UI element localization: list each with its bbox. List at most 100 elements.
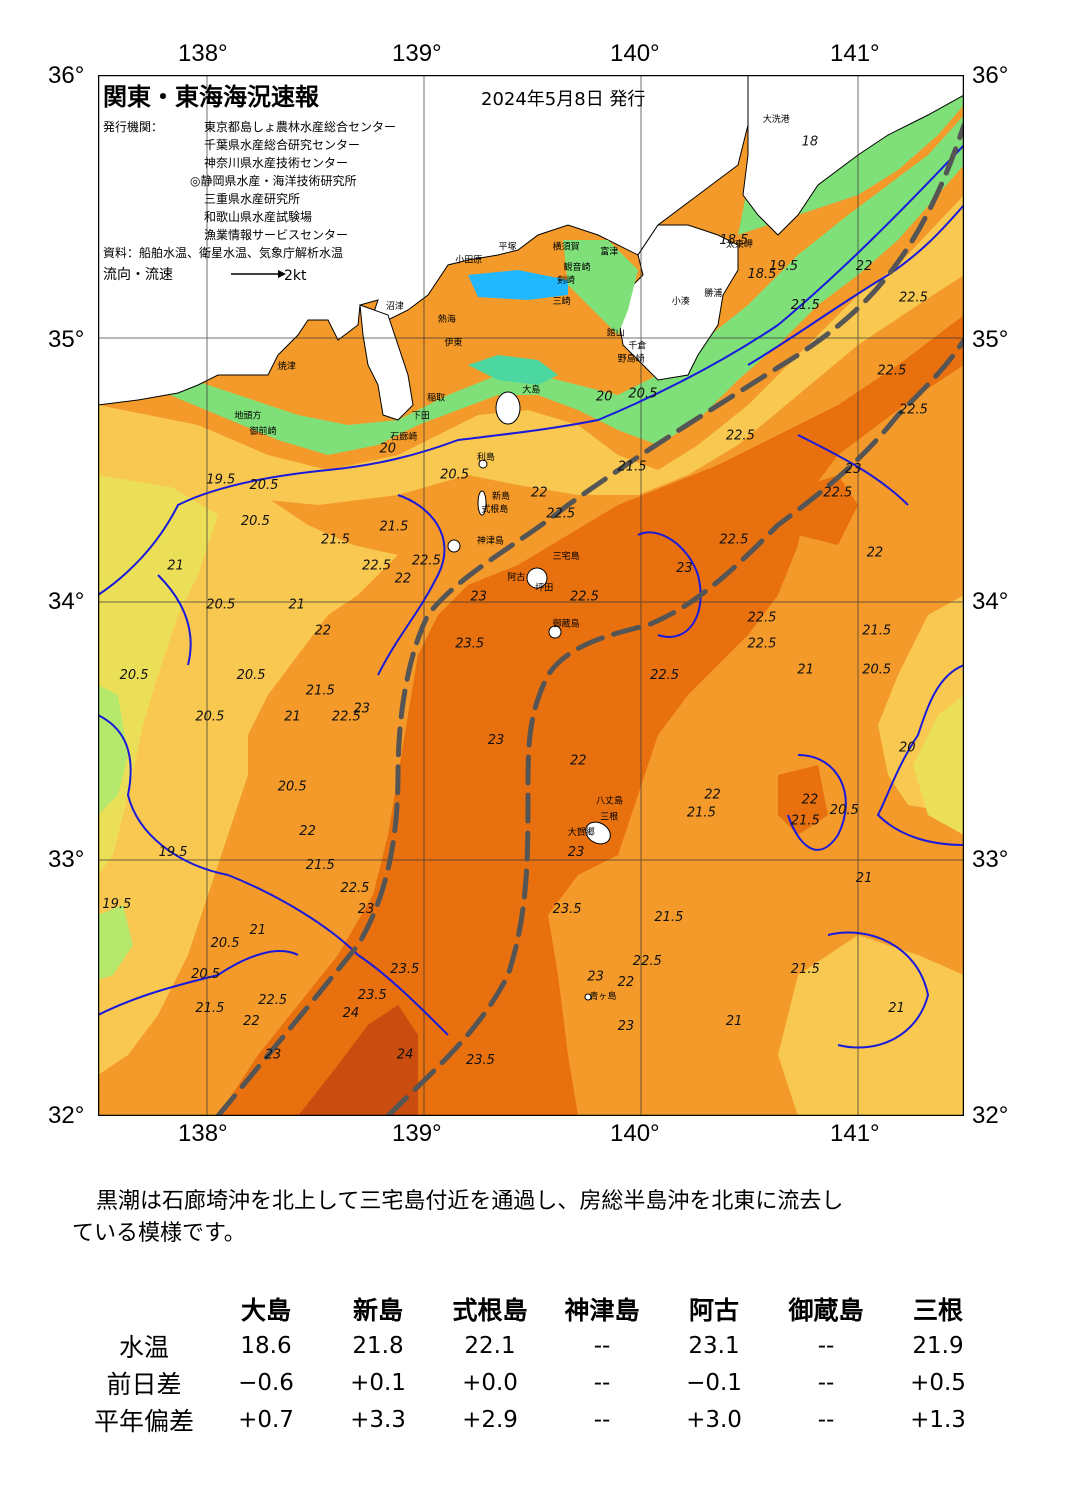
isotherm-label: 21.5 bbox=[306, 858, 335, 873]
sea-cooler-region-east bbox=[913, 695, 964, 835]
sea-cold-region-north bbox=[98, 115, 964, 455]
lon-label-top-139: 139° bbox=[392, 40, 442, 67]
lat-label-right-32: 32° bbox=[972, 1102, 1009, 1129]
isotherm-label: 20.5 bbox=[191, 967, 220, 982]
isotherm-label: 23 bbox=[845, 462, 862, 477]
table-cell: 21.8 bbox=[352, 1332, 404, 1359]
publisher-6: 和歌山県水産試験場 bbox=[204, 209, 312, 224]
summary-line-1: 黒潮は石廊埼沖を北上して三宅島付近を通過し、房総半島沖を北東に流去し bbox=[96, 1189, 844, 1214]
place-name: 三宅島 bbox=[553, 550, 580, 562]
sea-cooler-region-west bbox=[98, 455, 218, 875]
place-name: 大洗港 bbox=[763, 113, 790, 125]
isotherm-label: 22.5 bbox=[726, 428, 755, 443]
isotherm-label: 20.5 bbox=[120, 668, 149, 683]
kuroshio-axis bbox=[215, 122, 964, 1116]
isotherm-label: 22.5 bbox=[362, 559, 391, 574]
table-row: 平年偏差 +0.7 +3.3 +2.9 -- +3.0 -- +1.3 bbox=[78, 1401, 994, 1438]
lat-label-right-34: 34° bbox=[972, 588, 1009, 615]
place-name: 下田 bbox=[412, 411, 430, 422]
place-name: 八丈島 bbox=[596, 795, 623, 807]
isotherm-label: 18 bbox=[802, 134, 819, 149]
island-kozushima bbox=[447, 539, 461, 553]
isotherm-label: 18.5 bbox=[748, 267, 777, 282]
isotherm-label: 21 bbox=[284, 709, 301, 724]
isotherm-label: 20.5 bbox=[278, 780, 307, 795]
isotherm-label: 23 bbox=[354, 702, 371, 717]
isotherm-label: 22 bbox=[802, 793, 819, 808]
place-name: 沼津 bbox=[386, 301, 404, 312]
table-cell: +3.0 bbox=[686, 1406, 742, 1433]
isotherm-label: 21 bbox=[167, 559, 184, 574]
place-name: 小湊 bbox=[672, 295, 690, 307]
flow-legend-label: 流向・流速 bbox=[103, 267, 173, 283]
flow-legend-scale: 2kt bbox=[284, 268, 307, 284]
sea-cool-region-north bbox=[98, 195, 964, 505]
isotherm-label: 20 bbox=[380, 441, 397, 456]
data-source: 資料：船舶水温、衛星水温、気象庁解析水温 bbox=[103, 245, 343, 260]
isotherm-label: 21.5 bbox=[654, 910, 683, 925]
place-name: 焼津 bbox=[278, 361, 296, 372]
table-cell: +0.1 bbox=[350, 1369, 406, 1396]
isotherm-label: 24 bbox=[397, 1048, 414, 1063]
lon-label-bottom-139: 139° bbox=[392, 1120, 442, 1147]
isotherm-label: 23 bbox=[488, 733, 505, 748]
isotherm-label: 20 bbox=[899, 741, 916, 756]
isotherm-label: 21 bbox=[250, 923, 267, 938]
isotherm-label: 20 bbox=[596, 389, 613, 404]
isotherm-label: 22.5 bbox=[412, 553, 441, 568]
lon-label-top-140: 140° bbox=[610, 40, 660, 67]
station-header: 大島 bbox=[240, 1295, 291, 1325]
isotherm-label: 21.5 bbox=[862, 624, 891, 639]
island-oshima bbox=[495, 391, 521, 425]
isotherm-label: 21.5 bbox=[791, 962, 820, 977]
lat-label-left-33: 33° bbox=[48, 846, 85, 873]
table-cell: 23.1 bbox=[688, 1332, 740, 1359]
publisher-5: 三重県水産研究所 bbox=[204, 191, 300, 206]
publisher-label: 発行機関： bbox=[103, 119, 163, 134]
isotherm-label: 23 bbox=[265, 1048, 282, 1063]
table-cell: 22.1 bbox=[464, 1332, 516, 1359]
lon-label-top-141: 141° bbox=[830, 40, 880, 67]
isotherm-label: 22 bbox=[704, 788, 721, 803]
isotherm-label: 22.5 bbox=[748, 637, 777, 652]
place-name: 観音崎 bbox=[564, 261, 591, 273]
place-name: 野島崎 bbox=[618, 352, 645, 364]
isotherm-label: 21 bbox=[797, 663, 814, 678]
place-name: 神津島 bbox=[477, 534, 504, 546]
station-stats-table: 大島 新島 式根島 神津島 阿古 御蔵島 三根 水温 18.6 21.8 22.… bbox=[78, 1290, 994, 1438]
isotherm-label: 22.5 bbox=[719, 532, 748, 547]
isotherm-label: 21.5 bbox=[687, 806, 716, 821]
table-cell: +2.9 bbox=[462, 1406, 518, 1433]
place-name: 大島 bbox=[522, 384, 540, 396]
station-header: 神津島 bbox=[564, 1295, 640, 1325]
island-hachijojima bbox=[585, 821, 611, 845]
isotherm-label: 22.5 bbox=[332, 709, 361, 724]
isotherm-label: 23.5 bbox=[358, 988, 387, 1003]
land-kanto bbox=[98, 75, 759, 406]
isotherm-lines bbox=[98, 144, 964, 1049]
publisher-2: 千葉県水産総合研究センター bbox=[204, 137, 360, 152]
isotherm-label: 21.5 bbox=[791, 814, 820, 829]
sea-warm-region-mid bbox=[653, 530, 698, 615]
isotherm-label: 20.5 bbox=[241, 514, 270, 529]
place-name: 横須賀 bbox=[553, 240, 580, 252]
table-cell: +1.3 bbox=[910, 1406, 966, 1433]
isotherm-label: 21.5 bbox=[618, 460, 647, 475]
sea-warm-region-east bbox=[778, 475, 858, 545]
lon-label-bottom-140: 140° bbox=[610, 1120, 660, 1147]
table-cell: -- bbox=[593, 1406, 611, 1433]
isotherm-label: 22 bbox=[299, 824, 316, 839]
island-aogashima bbox=[584, 993, 592, 1001]
land-tokyo-bay-water bbox=[563, 240, 638, 335]
table-header-row: 大島 新島 式根島 神津島 阿古 御蔵島 三根 bbox=[78, 1290, 994, 1327]
isotherm-label: 22 bbox=[395, 572, 412, 587]
isotherm-label: 21 bbox=[726, 1014, 743, 1029]
isotherm-label: 22.5 bbox=[258, 993, 287, 1008]
place-name: 式根島 bbox=[481, 503, 508, 515]
place-name: 阿古 bbox=[507, 571, 525, 583]
isotherm-label: 23 bbox=[358, 902, 375, 917]
table-cell: −0.1 bbox=[686, 1369, 742, 1396]
place-name: 稲取 bbox=[427, 391, 445, 403]
publisher-3: 神奈川県水産技術センター bbox=[204, 155, 348, 170]
